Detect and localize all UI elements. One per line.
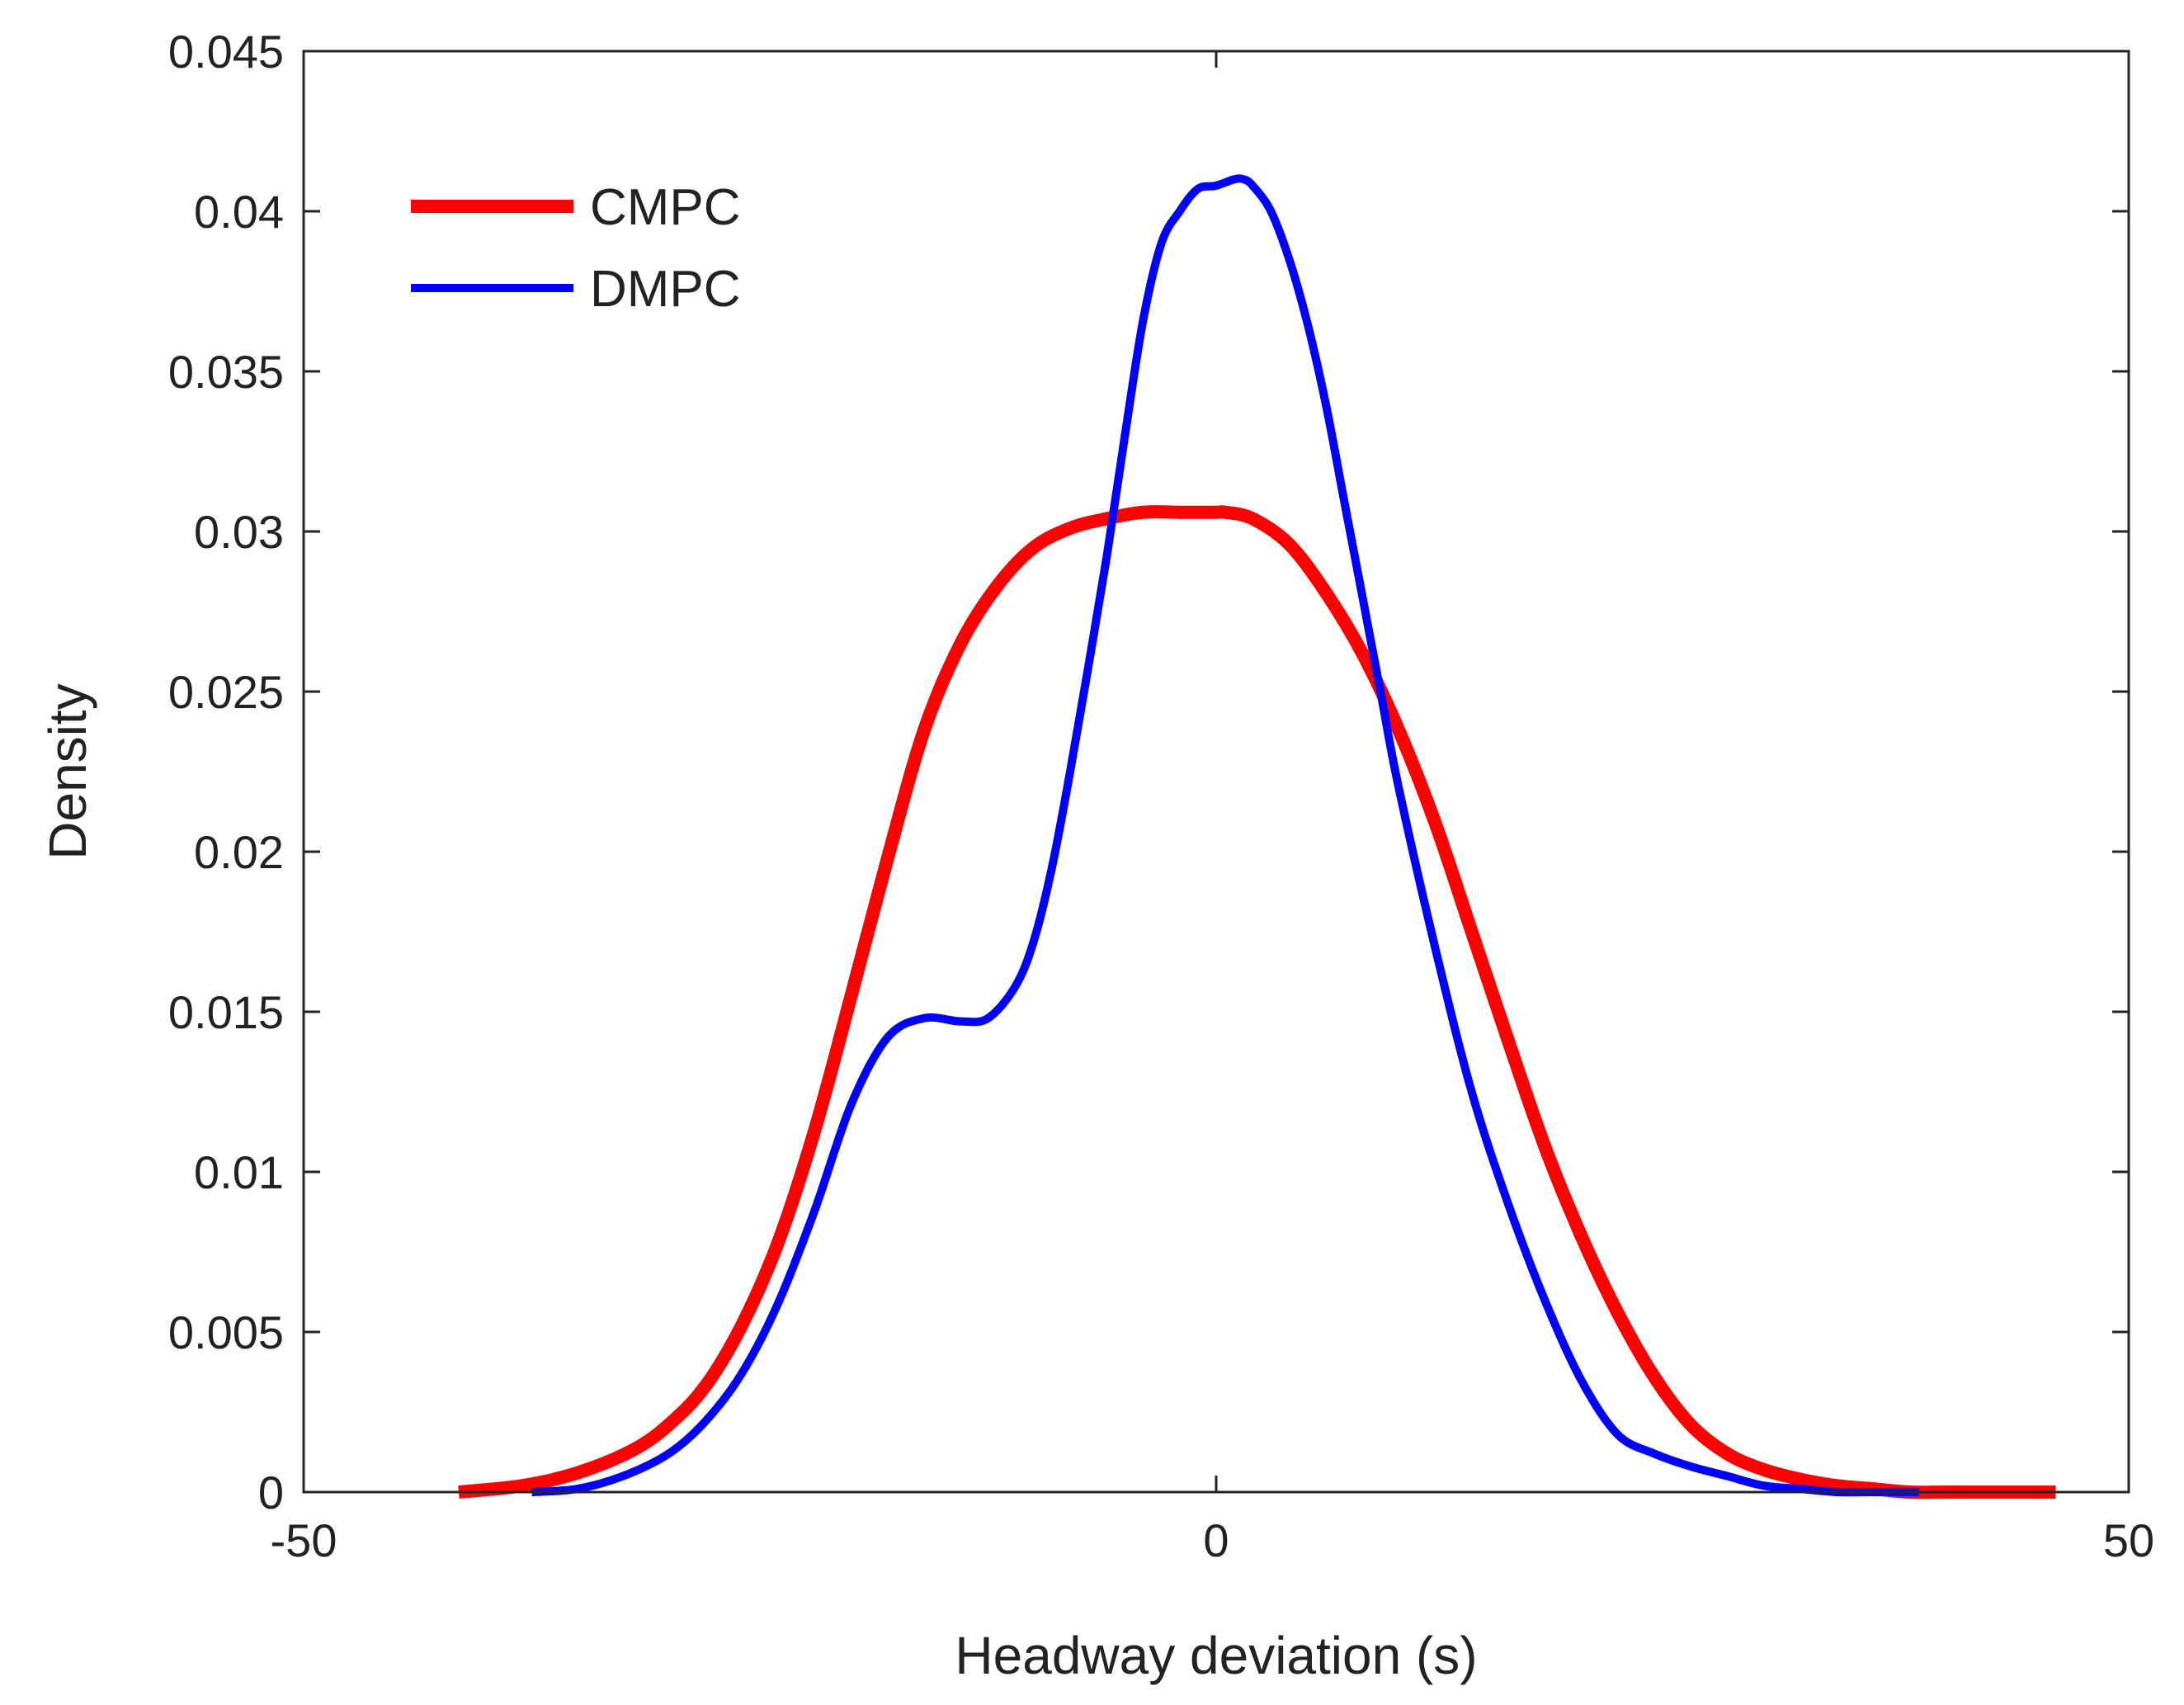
y-tick-label: 0.005 <box>168 1306 284 1358</box>
y-tick-label: 0.025 <box>168 666 284 718</box>
series-lines <box>458 174 2056 1500</box>
y-tick-label: 0.03 <box>194 506 284 558</box>
y-tick-label: 0.015 <box>168 986 284 1038</box>
x-tick-label: 0 <box>1203 1514 1229 1566</box>
legend: CMPC DMPC <box>411 179 741 318</box>
y-axis-title: Density <box>38 683 97 859</box>
y-tick-label: 0.04 <box>194 186 284 238</box>
axis-ticks <box>302 50 2130 1494</box>
tick-labels: 0 0.005 0.01 0.015 0.02 0.025 0.03 0.035 0.04 0.0… <box>168 26 2154 1566</box>
y-tick-label: 0 <box>258 1466 284 1518</box>
x-axis-title: Headway deviation (s) <box>955 1626 1477 1685</box>
x-tick-label: 50 <box>2103 1514 2154 1566</box>
series-line-cmpc <box>458 505 2056 1500</box>
y-tick-label: 0.045 <box>168 26 284 78</box>
y-tick-label: 0.035 <box>168 346 284 398</box>
y-tick-label: 0.01 <box>194 1146 284 1198</box>
series-line-dmpc <box>531 174 1919 1497</box>
y-tick-label: 0.02 <box>194 826 284 878</box>
legend-label-dmpc: DMPC <box>590 261 741 318</box>
legend-label-cmpc: CMPC <box>590 179 741 236</box>
x-tick-label: -50 <box>271 1514 337 1566</box>
